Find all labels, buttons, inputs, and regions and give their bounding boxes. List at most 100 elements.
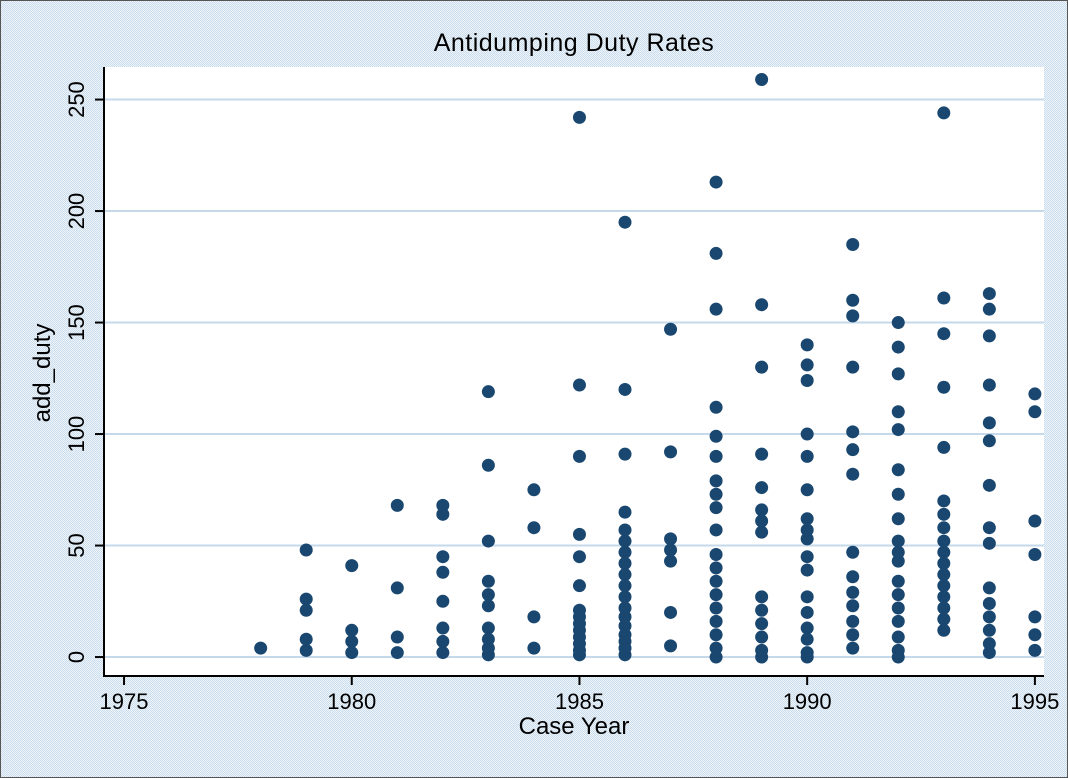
x-tick-label: 1975 (100, 689, 149, 714)
data-point (664, 445, 678, 459)
data-point (800, 632, 814, 646)
data-point (618, 579, 632, 593)
data-point (299, 632, 313, 646)
data-point (937, 291, 951, 305)
data-point (755, 447, 769, 461)
y-tick-label: 250 (64, 81, 89, 118)
chart-title: Antidumping Duty Rates (433, 29, 715, 57)
x-tick-label: 1985 (555, 689, 604, 714)
data-point (937, 380, 951, 394)
data-point (390, 630, 404, 644)
data-point (345, 623, 359, 637)
data-point (800, 512, 814, 526)
data-point (846, 628, 860, 642)
data-point (618, 215, 632, 229)
data-point (481, 574, 495, 588)
data-point (800, 358, 814, 372)
data-point (709, 400, 723, 414)
data-point (618, 619, 632, 633)
data-point (982, 378, 996, 392)
data-point (390, 498, 404, 512)
data-point (1028, 387, 1042, 401)
data-point (891, 463, 905, 477)
data-point (481, 641, 495, 655)
data-point (664, 554, 678, 568)
data-point (618, 590, 632, 604)
data-point (755, 643, 769, 657)
data-point (982, 287, 996, 301)
data-point (937, 623, 951, 637)
data-point (254, 641, 268, 655)
data-point (891, 512, 905, 526)
data-point (800, 646, 814, 660)
data-point (618, 610, 632, 624)
data-point (846, 293, 860, 307)
data-point (436, 498, 450, 512)
data-point (846, 425, 860, 439)
x-tick-label: 1990 (783, 689, 832, 714)
data-point (891, 614, 905, 628)
data-point (846, 467, 860, 481)
data-point (891, 423, 905, 437)
data-point (937, 327, 951, 341)
data-point (572, 110, 586, 124)
data-point (664, 322, 678, 336)
data-point (345, 559, 359, 573)
y-tick-label: 100 (64, 416, 89, 453)
data-point (618, 447, 632, 461)
data-point (800, 605, 814, 619)
data-point (755, 360, 769, 374)
data-point (846, 309, 860, 323)
data-point (755, 630, 769, 644)
data-point (527, 610, 541, 624)
data-point (481, 588, 495, 602)
data-point (1028, 628, 1042, 642)
data-point (800, 427, 814, 441)
data-point (846, 614, 860, 628)
data-point (664, 605, 678, 619)
data-point (481, 385, 495, 399)
data-point (345, 634, 359, 648)
data-point (299, 543, 313, 557)
data-point (527, 521, 541, 535)
data-point (436, 646, 450, 660)
data-point (937, 534, 951, 548)
data-point (800, 338, 814, 352)
data-point (846, 360, 860, 374)
data-point (982, 610, 996, 624)
data-point (709, 429, 723, 443)
data-point (709, 601, 723, 615)
data-point (982, 637, 996, 651)
data-point (846, 443, 860, 457)
data-point (572, 603, 586, 617)
data-point (982, 646, 996, 660)
x-tick-label: 1995 (1010, 689, 1059, 714)
data-point (527, 641, 541, 655)
data-point (937, 106, 951, 120)
data-point (755, 514, 769, 528)
data-point (755, 603, 769, 617)
data-point (390, 581, 404, 595)
data-point (800, 550, 814, 564)
data-point (937, 612, 951, 626)
x-tick-label: 1980 (327, 689, 376, 714)
data-point (891, 487, 905, 501)
data-point (709, 449, 723, 463)
data-point (481, 599, 495, 613)
data-point (846, 545, 860, 559)
data-point (436, 594, 450, 608)
data-point (709, 523, 723, 537)
data-point (618, 382, 632, 396)
data-point (800, 563, 814, 577)
data-point (618, 568, 632, 582)
data-point (755, 503, 769, 517)
data-point (846, 570, 860, 584)
data-point (664, 543, 678, 557)
data-point (572, 449, 586, 463)
data-point (937, 568, 951, 582)
data-point (800, 590, 814, 604)
data-point (800, 483, 814, 497)
y-tick-label: 150 (64, 304, 89, 341)
data-point (481, 458, 495, 472)
data-point (709, 628, 723, 642)
